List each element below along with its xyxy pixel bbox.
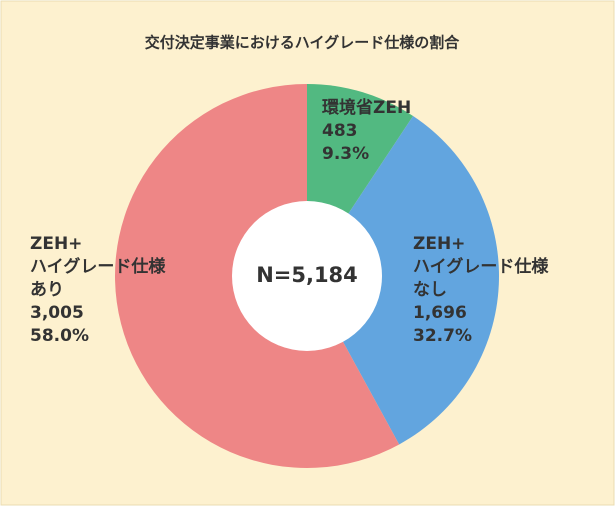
- slice-label: ZEH+: [413, 234, 465, 254]
- percent-label: 58.0%: [30, 326, 89, 346]
- percent-label: 9.3%: [322, 144, 369, 164]
- chart-title: 交付決定事業におけるハイグレード仕様の割合: [145, 34, 460, 52]
- donut-hole: [232, 201, 382, 351]
- percent-label: 32.7%: [413, 326, 472, 346]
- slice-label: なし: [413, 280, 447, 300]
- center-label: N=5,184: [256, 263, 358, 287]
- slice-label: ZEH+: [30, 234, 82, 254]
- slice-label: あり: [30, 280, 64, 300]
- value-label: 3,005: [30, 303, 84, 323]
- slice-label: ハイグレード仕様: [30, 256, 166, 277]
- slice-label: ハイグレード仕様: [413, 256, 549, 277]
- slice: [307, 115, 500, 445]
- value-label: 483: [322, 121, 358, 141]
- slice-label: 環境省ZEH: [322, 97, 411, 118]
- value-label: 1,696: [413, 303, 467, 323]
